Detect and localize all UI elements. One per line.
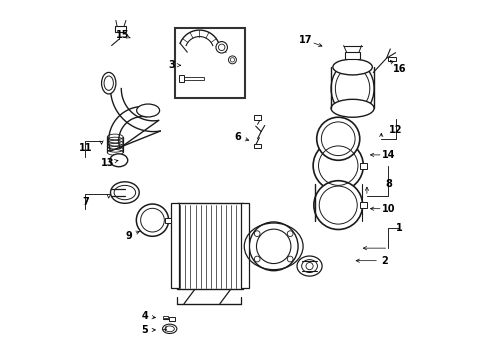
Text: 12: 12 — [389, 125, 402, 135]
Ellipse shape — [110, 154, 128, 167]
Bar — [344, 52, 361, 59]
Circle shape — [317, 117, 360, 160]
Circle shape — [136, 204, 169, 236]
Bar — [360, 202, 367, 208]
Circle shape — [249, 222, 298, 271]
Ellipse shape — [137, 104, 160, 117]
Bar — [179, 75, 184, 82]
Text: 14: 14 — [382, 150, 395, 160]
Text: 6: 6 — [234, 132, 241, 142]
Text: 1: 1 — [396, 224, 403, 233]
Bar — [254, 144, 262, 148]
Bar — [360, 163, 367, 168]
Bar — [169, 318, 175, 321]
Text: 17: 17 — [299, 35, 313, 45]
Text: 7: 7 — [82, 197, 89, 207]
Bar — [389, 57, 396, 61]
Circle shape — [228, 56, 236, 64]
Text: 13: 13 — [101, 158, 115, 168]
Bar — [175, 28, 245, 98]
Text: 5: 5 — [141, 325, 148, 335]
Text: 9: 9 — [125, 231, 132, 240]
Circle shape — [256, 229, 291, 264]
Circle shape — [219, 44, 225, 50]
Circle shape — [313, 140, 364, 191]
Ellipse shape — [331, 62, 374, 116]
Ellipse shape — [331, 99, 374, 117]
Ellipse shape — [163, 324, 177, 333]
Text: 10: 10 — [382, 204, 395, 214]
Text: 11: 11 — [79, 143, 92, 153]
Text: 15: 15 — [116, 30, 129, 40]
Ellipse shape — [101, 72, 116, 94]
Bar — [177, 203, 243, 289]
Ellipse shape — [111, 182, 139, 203]
Bar — [166, 218, 171, 223]
Bar — [242, 203, 249, 288]
Text: 4: 4 — [141, 311, 148, 321]
Text: 2: 2 — [382, 256, 388, 266]
Bar — [163, 316, 168, 318]
Circle shape — [314, 181, 363, 229]
Circle shape — [216, 41, 227, 53]
Text: 8: 8 — [385, 179, 392, 189]
Ellipse shape — [297, 256, 322, 276]
Ellipse shape — [333, 59, 372, 75]
Bar — [115, 26, 126, 32]
Bar — [172, 203, 179, 288]
Bar — [254, 116, 261, 120]
Circle shape — [230, 58, 235, 62]
Text: 16: 16 — [392, 64, 406, 74]
Bar — [183, 77, 204, 80]
Text: 3: 3 — [168, 60, 175, 70]
